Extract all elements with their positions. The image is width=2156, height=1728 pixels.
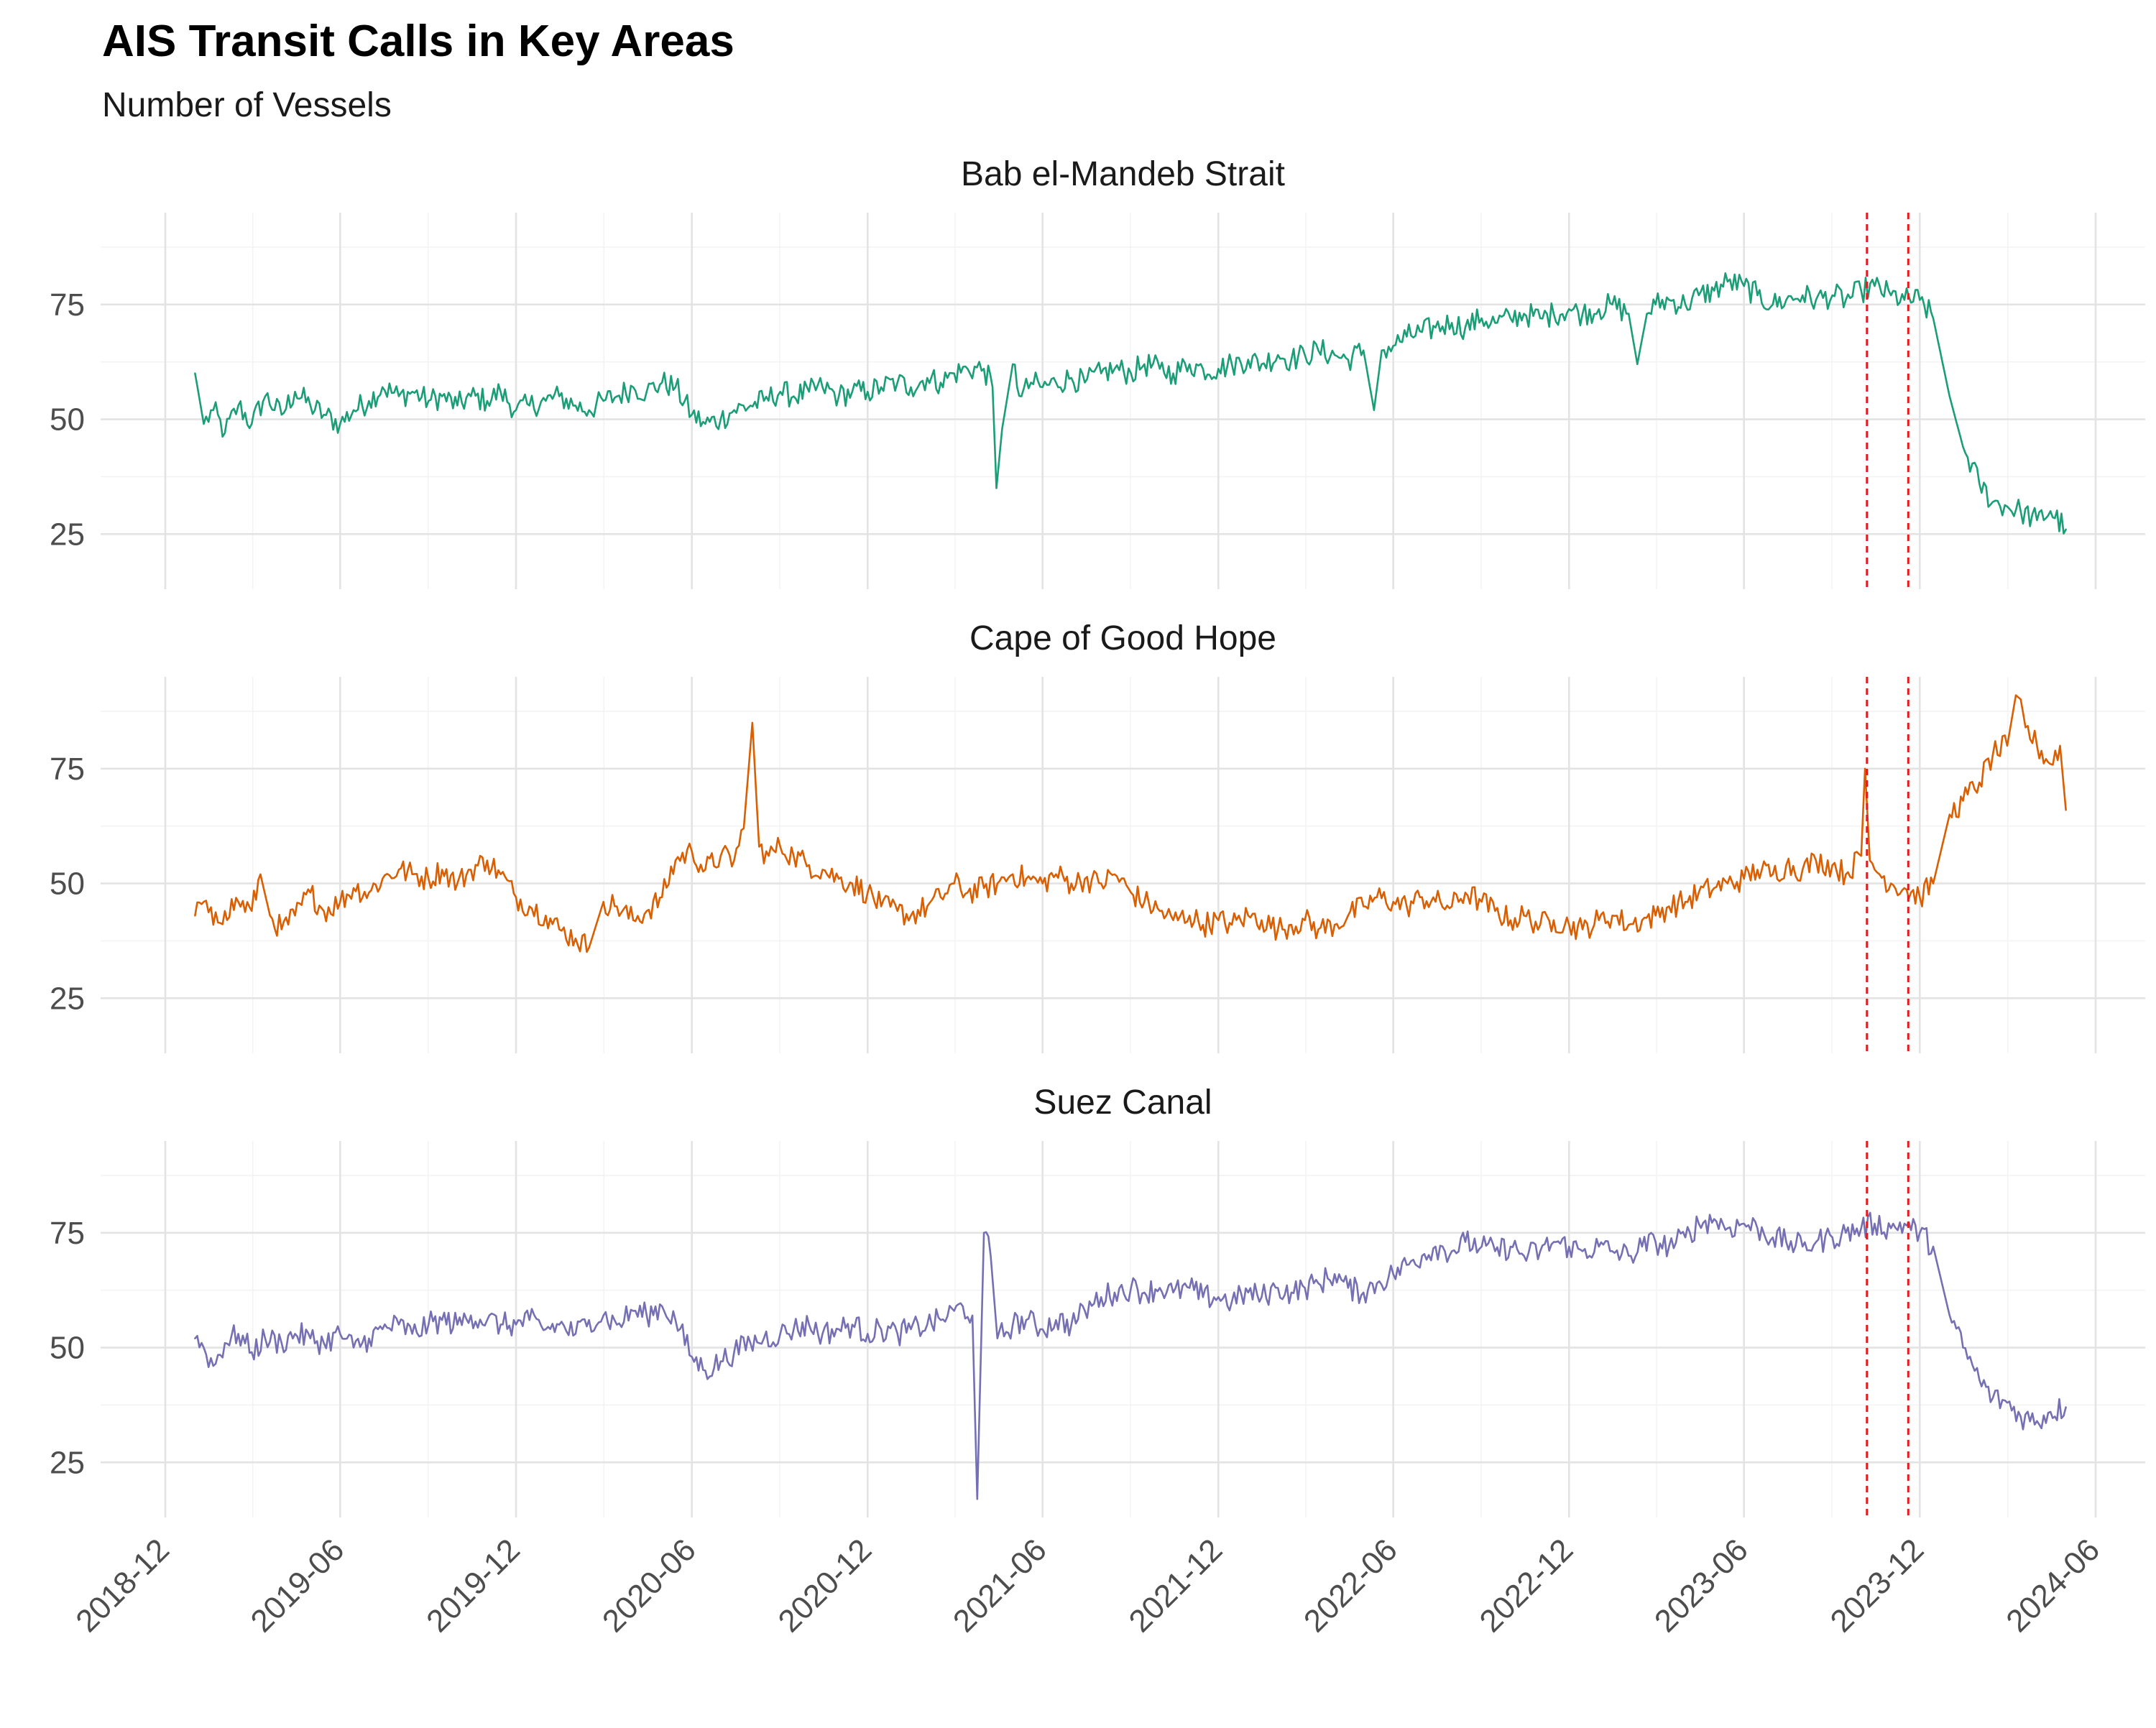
x-tick-label: 2022-06 — [1297, 1532, 1404, 1639]
x-tick-label: 2023-12 — [1824, 1532, 1931, 1639]
chart-subtitle: Number of Vessels — [102, 86, 392, 124]
y-tick-label: 75 — [50, 287, 85, 323]
chart-title: AIS Transit Calls in Key Areas — [102, 17, 734, 66]
x-tick-label: 2023-06 — [1648, 1532, 1755, 1639]
y-tick-label: 75 — [50, 752, 85, 787]
series-line — [194, 694, 2067, 953]
x-axis: 2018-12 2019-06 2019-12 2020-06 2020-12 2021-… — [69, 1532, 2106, 1639]
y-tick-label: 25 — [50, 981, 85, 1016]
series-line — [194, 272, 2067, 535]
x-tick-label: 2021-12 — [1123, 1532, 1230, 1639]
y-tick-label: 50 — [50, 867, 85, 902]
panel-title: Suez Canal — [1033, 1084, 1212, 1122]
y-tick-label: 25 — [50, 1445, 85, 1480]
x-tick-label: 2020-06 — [596, 1532, 703, 1639]
series-line — [194, 1211, 2067, 1500]
x-tick-label: 2019-12 — [420, 1532, 527, 1639]
x-tick-label: 2018-12 — [69, 1532, 176, 1639]
y-tick-label: 50 — [50, 402, 85, 438]
panel-title: Cape of Good Hope — [969, 619, 1276, 657]
y-tick-label: 75 — [50, 1216, 85, 1251]
y-tick-label: 50 — [50, 1331, 85, 1366]
panel-bab-el-mandeb-strait: Bab el-Mandeb Strait 25 50 75 — [50, 155, 2145, 589]
x-tick-label: 2022-12 — [1473, 1532, 1580, 1639]
y-tick-label: 25 — [50, 517, 85, 552]
panel-title: Bab el-Mandeb Strait — [961, 155, 1285, 193]
x-tick-label: 2019-06 — [244, 1532, 351, 1639]
panel-suez-canal: Suez Canal 25 50 75 — [50, 1084, 2145, 1517]
x-tick-label: 2024-06 — [1999, 1532, 2106, 1639]
x-tick-label: 2021-06 — [946, 1532, 1054, 1639]
panel-cape-of-good-hope: Cape of Good Hope 25 50 75 — [50, 619, 2145, 1053]
x-tick-label: 2020-12 — [772, 1532, 879, 1639]
